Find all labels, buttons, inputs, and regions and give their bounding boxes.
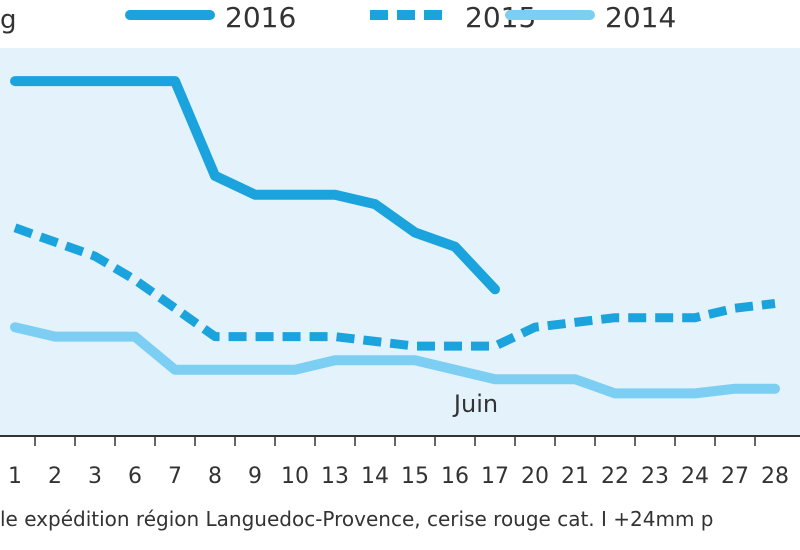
x-tick-label: 7	[168, 464, 182, 489]
month-label: Juin	[452, 390, 498, 418]
x-tick-label: 9	[248, 464, 262, 489]
x-tick-label: 24	[681, 464, 709, 489]
x-tick-label: 28	[761, 464, 789, 489]
series-line-2016	[10, 76, 500, 295]
legend-label-2014: 2014	[605, 1, 676, 34]
unit-label: g	[0, 5, 17, 35]
plot-background	[0, 48, 800, 436]
x-tick-label: 15	[401, 464, 429, 489]
x-tick-label: 13	[321, 464, 349, 489]
x-tick-label: 20	[521, 464, 549, 489]
x-tick-label: 14	[361, 464, 389, 489]
x-tick-label: 8	[208, 464, 222, 489]
x-tick-label: 21	[561, 464, 589, 489]
series-lines	[10, 76, 780, 399]
x-tick-label: 6	[128, 464, 142, 489]
series-line-2015	[13, 223, 776, 351]
x-tick-label: 2	[48, 464, 62, 489]
x-tick-label: 1	[8, 464, 22, 489]
x-tick-label: 3	[88, 464, 102, 489]
legend: 2016 2015 2014	[125, 1, 676, 34]
footer-caption: le expédition région Languedoc-Provence,…	[0, 507, 714, 531]
x-tick-label: 17	[481, 464, 509, 489]
x-tick-label: 16	[441, 464, 469, 489]
x-tick-label: 22	[601, 464, 629, 489]
legend-label-2016: 2016	[225, 1, 296, 34]
x-tick-label: 10	[281, 464, 309, 489]
x-tick-label: 23	[641, 464, 669, 489]
x-axis-ticks: 1 2 3 6 7 8 9 10 13 14 15 16 17 20 21 22 23 24 27 28	[8, 436, 789, 489]
series-line-2014	[10, 322, 780, 399]
x-tick-label: 27	[721, 464, 749, 489]
